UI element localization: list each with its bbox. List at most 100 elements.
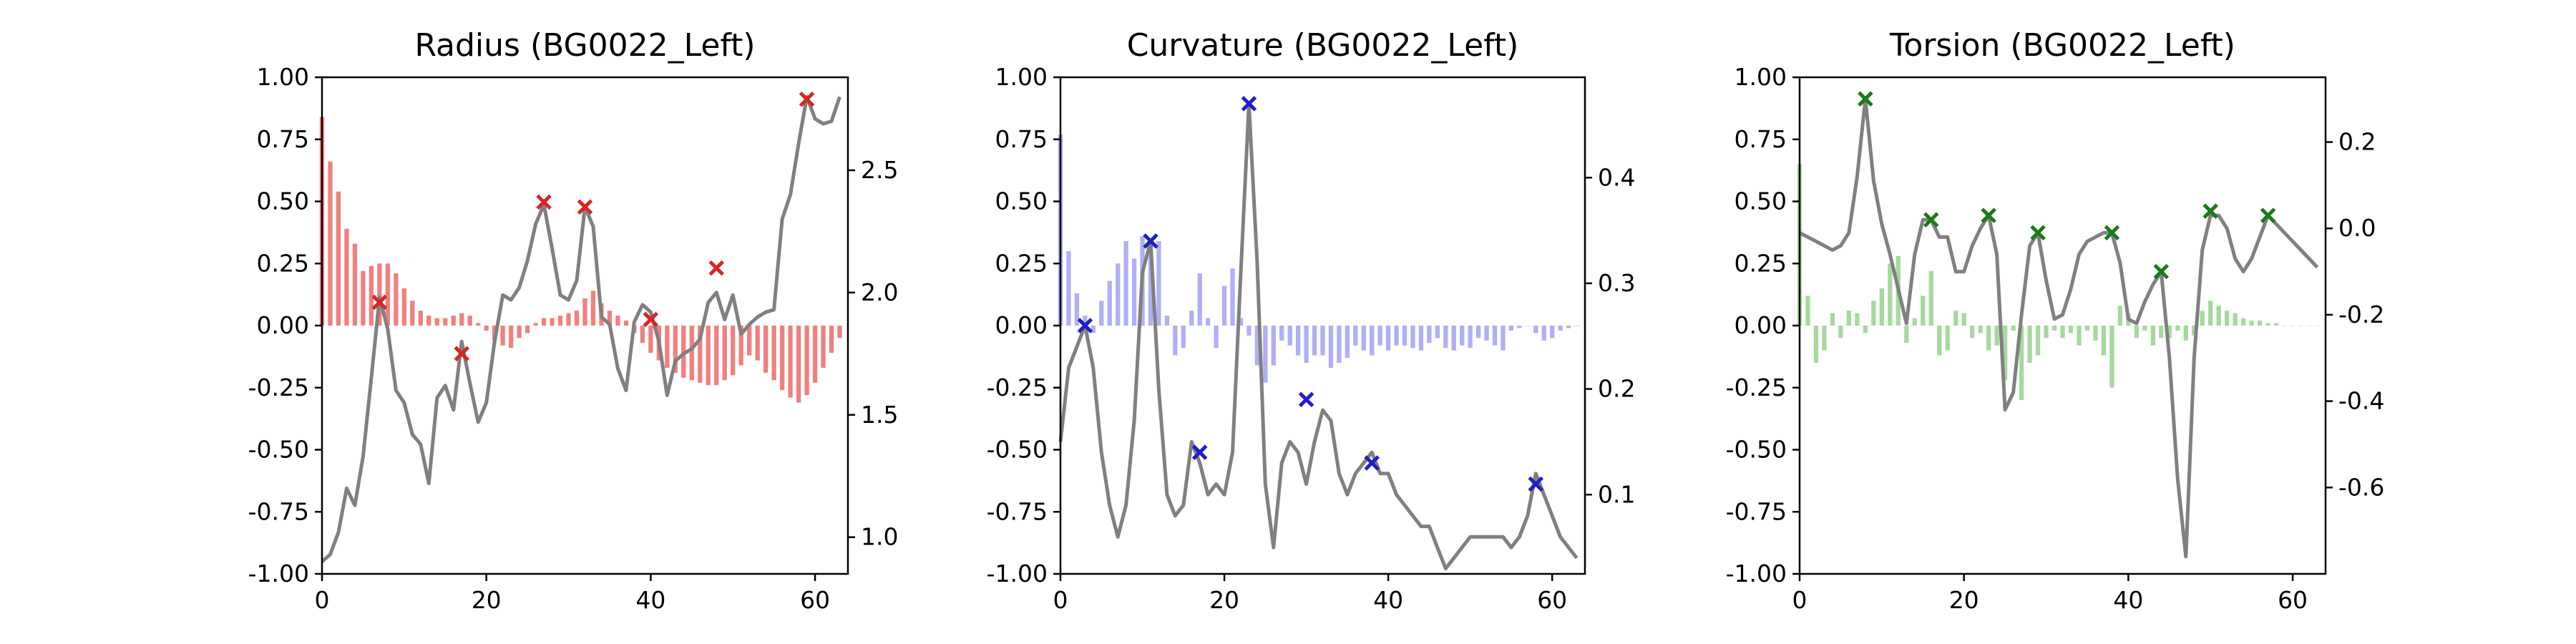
radius-bar <box>344 228 349 326</box>
radius-bar <box>361 270 366 326</box>
curvature-bar <box>1197 273 1202 326</box>
radius-left-tick-label: 0.50 <box>257 187 309 215</box>
curvature-title: Curvature (BG0022_Left) <box>1127 27 1519 64</box>
torsion-bar <box>2019 326 2024 401</box>
torsion-left-tick-label: 1.00 <box>1735 63 1787 91</box>
radius-bar <box>607 311 613 326</box>
radius-bar <box>615 316 620 326</box>
radius-bar <box>484 326 489 331</box>
curvature-bar <box>1541 326 1546 341</box>
torsion-bar <box>1970 326 1975 338</box>
torsion-left-tick-label: -1.00 <box>1726 560 1787 587</box>
torsion-bar <box>2150 326 2155 346</box>
torsion-peak-marker <box>2202 203 2218 219</box>
torsion-bar <box>2117 306 2123 326</box>
curvature-bar <box>1287 326 1292 346</box>
curvature-right-tick-label: 0.1 <box>1598 480 1635 508</box>
curvature-x-tick-label: 0 <box>1053 586 1068 614</box>
curvature-bar <box>1091 326 1096 333</box>
curvature-bar <box>1533 326 1538 333</box>
curvature-bar <box>1074 293 1080 326</box>
radius-left-tick-label: -0.50 <box>248 436 309 464</box>
radius-bar <box>451 316 456 326</box>
radius-bar <box>706 326 711 386</box>
radius-left-tick-label: 0.75 <box>257 125 309 153</box>
torsion-bar <box>2240 318 2246 326</box>
radius-peak-marker <box>371 294 388 311</box>
radius-peak-marker <box>536 194 552 210</box>
torsion-bar <box>1953 311 1958 326</box>
radius-bar <box>796 326 801 403</box>
radius-bar <box>747 326 752 356</box>
radius-bar <box>369 265 374 326</box>
radius-bar <box>476 323 481 326</box>
curvature-bar <box>1385 326 1391 351</box>
curvature-bar <box>1189 311 1194 326</box>
radius-bar <box>541 318 547 326</box>
radius-bar <box>837 326 842 338</box>
torsion-bar <box>1986 326 1991 351</box>
radius-left-tick-label: -0.25 <box>248 374 309 401</box>
torsion-bar <box>1879 288 1885 326</box>
torsion-bar <box>2027 326 2032 364</box>
torsion-bar <box>1994 326 1999 346</box>
radius-bar <box>812 326 818 383</box>
radius-left-tick-label: -1.00 <box>248 560 309 587</box>
curvature-bar <box>1320 326 1325 356</box>
torsion-bar <box>1863 326 1868 333</box>
torsion-left-tick-label: 0.75 <box>1735 125 1787 153</box>
radius-title: Radius (BG0022_Left) <box>414 27 755 64</box>
torsion-peak-marker <box>2104 225 2120 241</box>
curvature-bar <box>1304 326 1309 364</box>
curvature-bar <box>1353 326 1358 346</box>
curvature-bar <box>1468 326 1473 348</box>
radius-bar <box>788 326 793 398</box>
torsion-bar <box>2167 326 2172 338</box>
radius-x-tick-label: 40 <box>635 586 665 614</box>
curvature-bar <box>1566 326 1571 328</box>
torsion-bar <box>2159 326 2164 338</box>
radius-bar <box>648 326 653 353</box>
torsion-x-tick-label: 60 <box>2278 586 2308 614</box>
torsion-bar <box>2249 321 2254 326</box>
subplot-torsion: Torsion (BG0022_Left) 1.00 0.75 0.50 0.25 0.… <box>1726 27 2385 614</box>
torsion-bar <box>1855 313 1860 326</box>
radius-left-tick-label: 0.25 <box>257 249 309 277</box>
curvature-bar <box>1246 326 1252 336</box>
curvature-bar <box>1164 316 1170 326</box>
radius-bar <box>418 311 423 326</box>
radius-bar <box>550 318 555 326</box>
torsion-right-tick-label: 0.0 <box>2338 214 2376 242</box>
curvature-right-tick-label: 0.4 <box>1598 163 1635 191</box>
curvature-peak-marker <box>1077 318 1093 333</box>
curvature-bar <box>1279 326 1284 341</box>
torsion-series-line <box>1798 97 2319 559</box>
radius-bar <box>434 318 439 326</box>
torsion-x-tick-label: 40 <box>2113 586 2143 614</box>
torsion-bar <box>2002 326 2008 381</box>
curvature-bar <box>1345 326 1350 358</box>
radius-right-tick-label: 2.5 <box>861 156 898 184</box>
radius-bar <box>557 316 563 326</box>
curvature-x-tick-label: 20 <box>1209 586 1239 614</box>
torsion-left-axis: 1.00 0.75 0.50 0.25 0.00 -0.25 -0.50 -0.75 -1.00 <box>1726 63 1800 587</box>
radius-bar <box>779 326 785 391</box>
radius-bar <box>673 326 678 373</box>
torsion-bar <box>1945 326 1950 351</box>
torsion-bar <box>1805 296 1810 326</box>
subplot-radius: Radius (BG0022_Left) 1.000.750.500.250.0… <box>248 27 899 614</box>
torsion-right-axis: 0.2 0.0 -0.2 -0.4 -0.6 <box>2326 128 2384 501</box>
curvature-bar <box>1238 318 1244 326</box>
radius-bar <box>771 326 776 381</box>
curvature-bar <box>1107 280 1112 326</box>
torsion-left-tick-label: -0.50 <box>1726 436 1787 464</box>
radius-bar <box>665 326 670 368</box>
torsion-bar <box>2225 311 2230 326</box>
radius-bar <box>829 326 834 353</box>
radius-bar <box>574 311 580 326</box>
curvature-x-tick-label: 60 <box>1537 586 1567 614</box>
torsion-peak-marker <box>1858 91 1873 107</box>
torsion-bar <box>2101 326 2107 356</box>
curvature-bar <box>1337 326 1342 364</box>
radius-bar <box>385 263 391 326</box>
